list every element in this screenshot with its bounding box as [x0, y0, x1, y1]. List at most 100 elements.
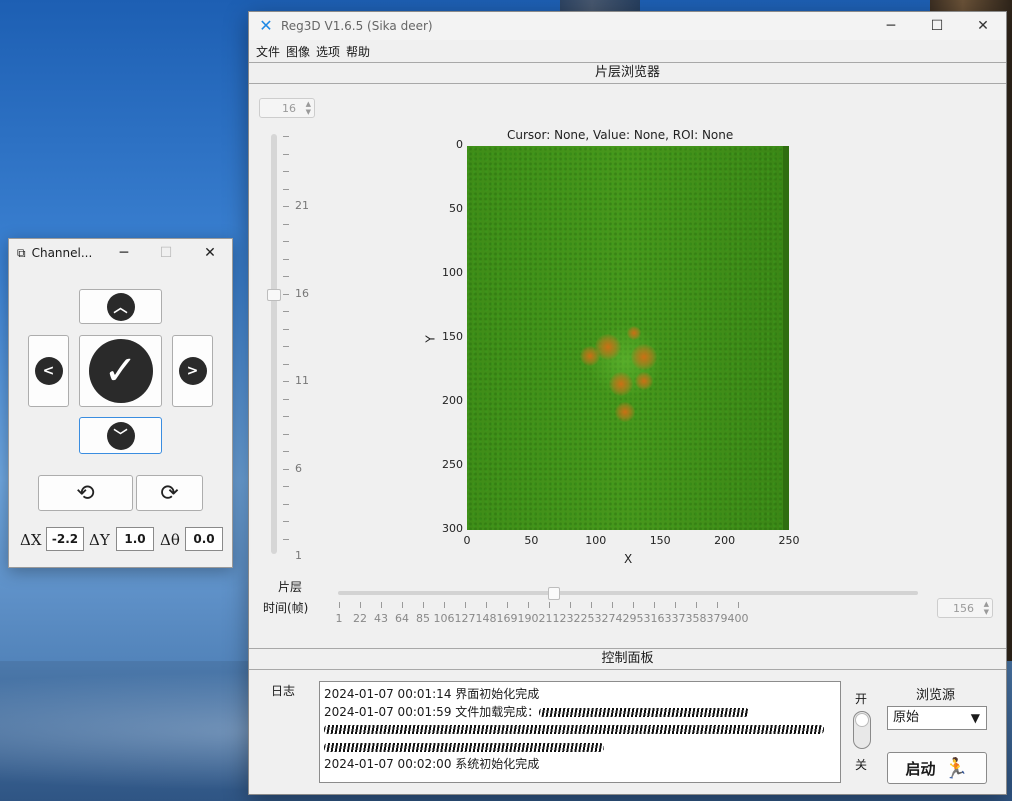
rotate-cw-button[interactable]: ⟳ — [136, 475, 203, 511]
hslider-label: 43 — [374, 612, 388, 625]
slice-vertical-slider[interactable] — [271, 134, 277, 554]
hslider-label: 379 — [706, 612, 728, 625]
checkmark-icon: ✓ — [88, 339, 153, 403]
chevron-down-icon: ﹀ — [106, 421, 135, 450]
hslider-label: 169 — [496, 612, 518, 625]
start-button-label: 启动 — [905, 759, 936, 778]
slider-tick — [283, 258, 289, 260]
slice-label: 片层 — [277, 580, 302, 594]
slice-spinbox[interactable]: 16 ▲ ▼ — [259, 98, 315, 118]
redacted-text — [324, 742, 604, 752]
frame-horizontal-slider[interactable] — [338, 591, 918, 595]
move-up-button[interactable]: ︿ — [79, 289, 162, 324]
hslider-label: 358 — [685, 612, 707, 625]
slider-tick — [570, 602, 571, 608]
move-down-button[interactable]: ﹀ — [79, 417, 162, 454]
maximize-button[interactable]: ☐ — [930, 18, 944, 34]
log-line: 2024-01-07 00:01:14 界面初始化完成 — [324, 687, 540, 701]
channel-minimize-button[interactable]: ─ — [119, 245, 129, 261]
browse-source-select[interactable]: 原始 ▼ — [887, 706, 987, 730]
close-button[interactable]: ✕ — [977, 18, 989, 34]
frame-spinbox-value: 156 — [953, 602, 974, 615]
slider-tick — [283, 171, 289, 172]
slider-tick — [444, 602, 445, 608]
spin-arrows-icon[interactable]: ▲ ▼ — [983, 600, 989, 616]
y-tick-label: 200 — [442, 394, 463, 407]
slider-tick — [675, 602, 676, 608]
menu-image[interactable]: 图像 — [286, 44, 311, 59]
spin-arrows-icon[interactable]: ▲ ▼ — [305, 100, 311, 116]
slider-tick — [283, 293, 289, 295]
vslider-label: 1 — [295, 549, 302, 562]
slice-viewer: 16 ▲ ▼ 21 16 11 6 1 Cursor: None, Value: None… — [249, 84, 1006, 646]
hslider-label: 148 — [475, 612, 497, 625]
hslider-label: 400 — [727, 612, 749, 625]
frame-spinbox[interactable]: 156 ▲ ▼ — [937, 598, 993, 618]
slider-tick — [283, 538, 289, 540]
vslider-label: 6 — [295, 461, 302, 475]
slider-tick — [283, 276, 289, 277]
rotate-ccw-button[interactable]: ⟲ — [38, 475, 133, 511]
browse-source-value: 原始 — [893, 710, 920, 725]
reg3d-app-icon: ✕ — [259, 16, 273, 35]
window-restore-icon: ⧉ — [17, 245, 26, 260]
channel-title-bar[interactable]: ⧉ Channel... ─ ☐ ✕ — [9, 239, 232, 267]
redacted-text — [539, 707, 750, 717]
slider-tick — [283, 136, 289, 137]
hslider-label: 337 — [664, 612, 686, 625]
hslider-label: 1 — [335, 612, 343, 625]
move-right-button[interactable]: > — [172, 335, 213, 407]
image-plot[interactable] — [467, 146, 789, 530]
slider-tick — [339, 602, 340, 608]
slider-tick — [612, 602, 613, 608]
hslider-label: 127 — [454, 612, 476, 625]
chevron-right-icon: > — [178, 357, 207, 385]
slider-tick — [549, 602, 550, 608]
slice-browser-header: 片层浏览器 — [249, 62, 1006, 84]
slider-tick — [283, 188, 289, 190]
menu-options[interactable]: 选项 — [316, 44, 341, 59]
x-axis-label: X — [624, 552, 633, 566]
log-textbox[interactable]: 2024-01-07 00:01:14 界面初始化完成 2024-01-07 0… — [319, 681, 841, 783]
menu-bar: 文件 图像 选项 帮助 — [249, 40, 1006, 62]
hslider-label: 64 — [395, 612, 409, 625]
minimize-button[interactable]: ─ — [886, 18, 896, 34]
dx-input[interactable]: -2.2 — [46, 527, 84, 551]
vslider-label: 21 — [295, 199, 309, 212]
channel-maximize-button: ☐ — [159, 245, 173, 261]
cursor-info: Cursor: None, Value: None, ROI: None — [507, 128, 734, 142]
rotate-cw-icon: ⟳ — [160, 480, 179, 506]
channel-close-button[interactable]: ✕ — [204, 245, 216, 261]
title-bar[interactable]: ✕ Reg3D V1.6.5 (Sika deer) ─ ☐ ✕ — [249, 12, 1006, 40]
time-label: 时间(帧) — [263, 601, 309, 615]
chevron-left-icon: < — [34, 357, 63, 385]
start-button[interactable]: 启动 🏃 — [887, 752, 987, 784]
slider-tick — [283, 503, 289, 505]
slice-slider-thumb[interactable] — [267, 289, 281, 301]
slider-tick — [283, 468, 289, 470]
frame-slider-thumb[interactable] — [548, 587, 560, 600]
signal-spot — [627, 326, 641, 340]
slider-tick — [507, 602, 508, 608]
dtheta-input[interactable]: 0.0 — [185, 527, 223, 551]
browse-source-label: 浏览源 — [916, 688, 956, 703]
chevron-up-icon: ︿ — [106, 292, 135, 321]
menu-file[interactable]: 文件 — [256, 44, 281, 59]
hslider-label: 316 — [643, 612, 665, 625]
y-tick-label: 250 — [442, 458, 463, 471]
dy-input[interactable]: 1.0 — [116, 527, 154, 551]
hslider-label: 211 — [538, 612, 560, 625]
slider-tick — [283, 241, 289, 242]
confirm-button[interactable]: ✓ — [79, 335, 162, 407]
control-panel: 控制面板 日志 2024-01-07 00:01:14 界面初始化完成 2024… — [249, 648, 1006, 794]
toggle-knob[interactable] — [855, 713, 869, 727]
hslider-label: 232 — [559, 612, 581, 625]
on-off-toggle[interactable] — [853, 711, 871, 749]
dropdown-arrow-icon: ▼ — [970, 711, 980, 725]
hslider-label: 274 — [601, 612, 623, 625]
slider-tick — [360, 602, 361, 608]
dy-label: ΔY — [89, 531, 110, 549]
x-tick-label: 0 — [463, 534, 471, 547]
menu-help[interactable]: 帮助 — [346, 44, 371, 59]
move-left-button[interactable]: < — [28, 335, 69, 407]
